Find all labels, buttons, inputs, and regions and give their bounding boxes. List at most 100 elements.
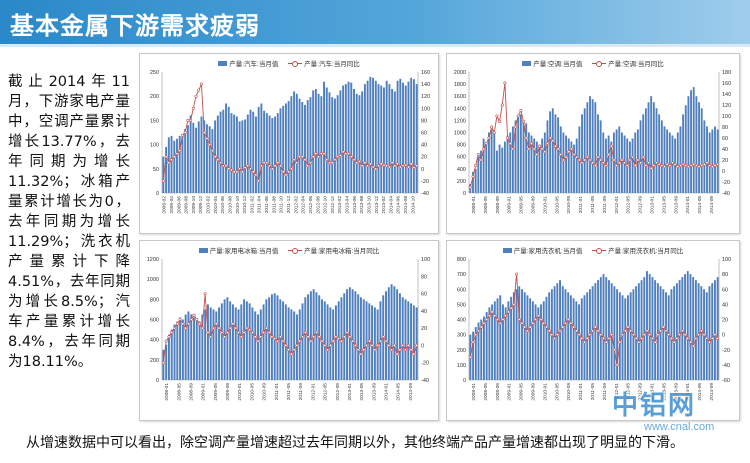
bar (203, 120, 206, 193)
bar (523, 292, 526, 380)
line-point (181, 322, 185, 326)
bar (549, 111, 552, 193)
bar (227, 106, 230, 193)
x-tick-label: 2010-05 (249, 383, 255, 401)
line-point (681, 162, 685, 166)
bar (642, 114, 645, 193)
bar (348, 287, 351, 380)
line-point (535, 153, 539, 157)
bar (570, 141, 573, 193)
bar (498, 144, 501, 193)
line-point (325, 158, 329, 162)
right-tick-label: 120 (722, 103, 731, 109)
line-point (195, 318, 199, 322)
line-point (217, 326, 221, 330)
bar (323, 81, 325, 193)
bar (589, 96, 591, 193)
line-point (223, 335, 227, 339)
bar (252, 111, 255, 193)
left-tick-label: 1000 (454, 131, 466, 137)
line-point (471, 340, 475, 344)
bar (573, 144, 575, 193)
bar (534, 304, 537, 380)
bar (402, 82, 404, 193)
line-point (610, 333, 614, 337)
bar (192, 122, 195, 193)
line-point (659, 329, 663, 333)
bar (493, 301, 496, 380)
line-point (357, 160, 361, 164)
bar (230, 113, 233, 193)
bar (204, 309, 207, 380)
bar (679, 126, 682, 193)
x-tick-label: 2011-05 (286, 383, 292, 401)
line-point (189, 118, 193, 122)
line-point (702, 162, 706, 166)
left-tick-label: 100 (150, 143, 159, 149)
line-point (525, 329, 529, 333)
line-point (191, 106, 195, 110)
bar (383, 87, 385, 193)
line-point (688, 340, 692, 344)
line-point (202, 131, 206, 135)
bar (340, 297, 343, 380)
x-tick-label: 2009-05 (519, 196, 525, 214)
bar (510, 296, 513, 380)
bar (663, 126, 666, 193)
bar (646, 271, 648, 380)
bar (317, 93, 320, 193)
x-tick-label: 2009-01 (507, 383, 513, 401)
bar (682, 114, 685, 193)
line-point (377, 164, 381, 168)
bar (304, 297, 307, 380)
series-line (469, 82, 718, 188)
line-point (544, 325, 548, 329)
bar (363, 84, 366, 193)
bar (388, 84, 391, 193)
line-point (609, 144, 613, 148)
bar-legend-label: 产量:空调:当月值 (533, 61, 583, 68)
bar (629, 292, 632, 380)
line-point (625, 164, 629, 168)
line-point (514, 125, 518, 129)
bar (287, 101, 290, 193)
line-point (415, 343, 419, 347)
line-point (314, 330, 318, 334)
line-point (301, 335, 305, 339)
right-tick-label: 160 (421, 70, 430, 76)
bar (515, 289, 518, 380)
bar (215, 311, 218, 380)
bar (184, 129, 187, 193)
bar (412, 79, 415, 193)
bar (474, 327, 477, 380)
bar (193, 317, 195, 380)
bar (624, 298, 627, 380)
bar (618, 292, 621, 380)
line-point (567, 150, 571, 154)
line-point (484, 142, 488, 146)
line-point (170, 330, 174, 334)
x-tick-label: 2011-05 (590, 383, 596, 401)
bar (594, 283, 597, 380)
line-point (409, 162, 413, 166)
right-tick-label: 20 (722, 158, 728, 164)
line-point (401, 343, 405, 347)
bar (301, 303, 304, 380)
left-tick-label: 1200 (147, 257, 159, 263)
bar (268, 297, 271, 380)
line-point (203, 292, 207, 296)
line-point (591, 161, 595, 165)
bar (635, 286, 638, 380)
bar (689, 274, 692, 380)
line-point (248, 328, 252, 332)
line-point (487, 136, 491, 140)
line-point (564, 155, 568, 159)
line-point (604, 164, 608, 168)
x-tick-label: 2013-09 (371, 383, 377, 401)
right-tick-label: 140 (421, 82, 430, 88)
bar (282, 105, 285, 193)
line-point (254, 173, 258, 177)
bar (716, 277, 719, 380)
x-tick-label: 2013-12 (374, 196, 380, 214)
bar (711, 129, 714, 193)
